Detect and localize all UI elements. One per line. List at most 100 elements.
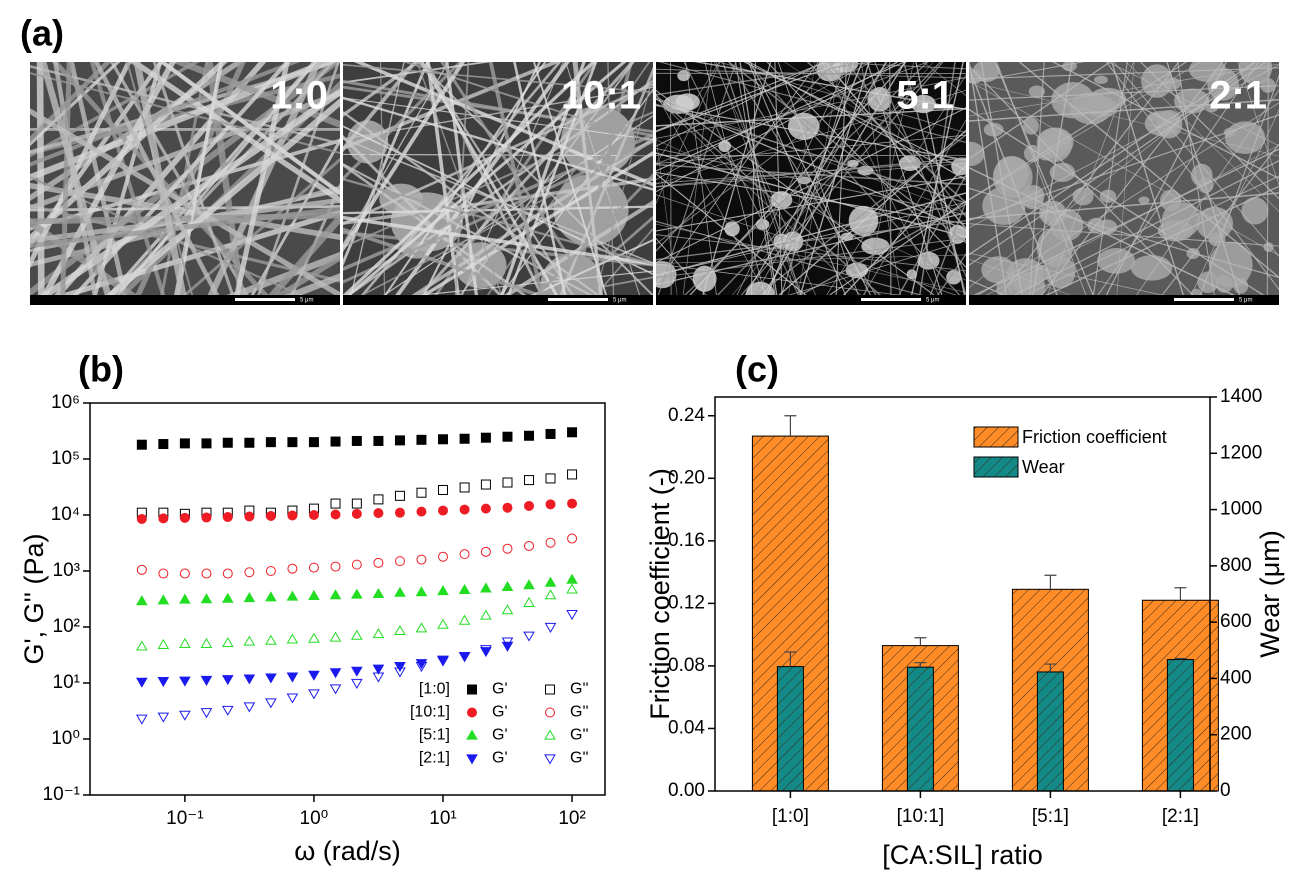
data-point (158, 640, 168, 649)
data-point (460, 483, 469, 492)
data-point (352, 590, 362, 599)
data-point (546, 474, 555, 483)
data-point (137, 440, 146, 449)
data-point (202, 676, 212, 685)
data-point (309, 511, 318, 520)
scale-bar (1174, 298, 1234, 301)
legend-marker (545, 755, 555, 764)
data-point (266, 511, 275, 520)
data-point (352, 499, 361, 508)
error-bar (784, 416, 796, 436)
data-point (180, 513, 189, 522)
data-point (202, 709, 212, 718)
particle (1138, 197, 1149, 205)
data-point (288, 438, 297, 447)
data-point (417, 507, 426, 516)
data-point (352, 667, 362, 676)
data-point (374, 436, 383, 445)
data-point (158, 713, 168, 722)
data-point (374, 495, 383, 504)
data-point (546, 578, 556, 587)
y2-tick-label: 400 (1220, 667, 1252, 688)
y-tick-label: 10³ (53, 560, 80, 581)
legend-label: G'' (570, 750, 589, 767)
bar (1037, 672, 1063, 791)
data-point (180, 639, 190, 648)
legend-label: G' (492, 750, 508, 767)
y2-tick-label: 800 (1220, 555, 1252, 576)
scale-bar-label: 5 μm (300, 298, 313, 304)
particle (1094, 76, 1108, 84)
data-point (180, 569, 189, 578)
legend-marker (468, 708, 477, 717)
bar (1167, 660, 1193, 791)
x-tick-label: 10⁰ (300, 808, 329, 829)
data-point (180, 439, 189, 448)
y-tick-label: 10⁶ (51, 392, 80, 413)
data-point (567, 584, 577, 593)
data-point (137, 565, 146, 574)
legend-label: G' (492, 727, 508, 744)
x-tick-label: 10⁻¹ (166, 808, 204, 829)
data-point (374, 558, 383, 567)
bar (907, 667, 933, 791)
data-point (288, 511, 297, 520)
data-point (568, 499, 577, 508)
data-point (331, 437, 340, 446)
data-point (481, 611, 491, 620)
data-point (374, 509, 383, 518)
data-point (137, 678, 147, 687)
data-point (546, 623, 556, 632)
data-point (331, 669, 341, 678)
data-point (287, 592, 297, 601)
data-point (159, 514, 168, 523)
y2-tick-label: 1400 (1220, 386, 1262, 407)
data-point (524, 580, 534, 589)
x-tick-label: 10² (558, 808, 585, 829)
data-point (287, 694, 297, 703)
legend-group: [1:0] (419, 681, 450, 698)
data-point (180, 595, 190, 604)
data-point (331, 510, 340, 519)
y2-tick-label: 0 (1220, 780, 1231, 801)
y2-tick-label: 600 (1220, 611, 1252, 632)
data-point (460, 550, 469, 559)
data-point (568, 534, 577, 543)
y-tick-label: 10⁴ (51, 504, 80, 525)
data-point (137, 514, 146, 523)
data-point (287, 673, 297, 682)
data-point (245, 438, 254, 447)
scale-bar-label: 5 μm (613, 298, 626, 304)
image-label: 2:1 (1209, 74, 1267, 118)
legend-label: G' (492, 681, 508, 698)
data-point (525, 431, 534, 440)
data-point (503, 605, 513, 614)
scale-bar-label: 5 μm (926, 298, 939, 304)
data-point (202, 594, 212, 603)
data-point (244, 593, 254, 602)
data-point (266, 592, 276, 601)
data-point (395, 626, 405, 635)
data-point (180, 711, 190, 720)
data-point (202, 569, 211, 578)
scale-bar (861, 298, 921, 301)
panel-label: (a) (20, 13, 64, 54)
data-point (460, 616, 470, 625)
data-point (245, 568, 254, 577)
data-point (137, 715, 147, 724)
data-point (331, 562, 340, 571)
legend-marker (546, 708, 555, 717)
data-point (373, 665, 383, 674)
particle (1241, 197, 1268, 224)
data-point (503, 582, 513, 591)
legend-label: G' (492, 704, 508, 721)
data-point (266, 674, 276, 683)
y-axis-title: G', G'' (Pa) (19, 534, 49, 665)
data-point (180, 677, 190, 686)
data-point (438, 435, 447, 444)
data-point (158, 678, 168, 687)
data-point (568, 470, 577, 479)
data-point (331, 590, 341, 599)
legend-label: Wear (1022, 457, 1065, 477)
x-tick-label: [5:1] (1032, 806, 1069, 827)
